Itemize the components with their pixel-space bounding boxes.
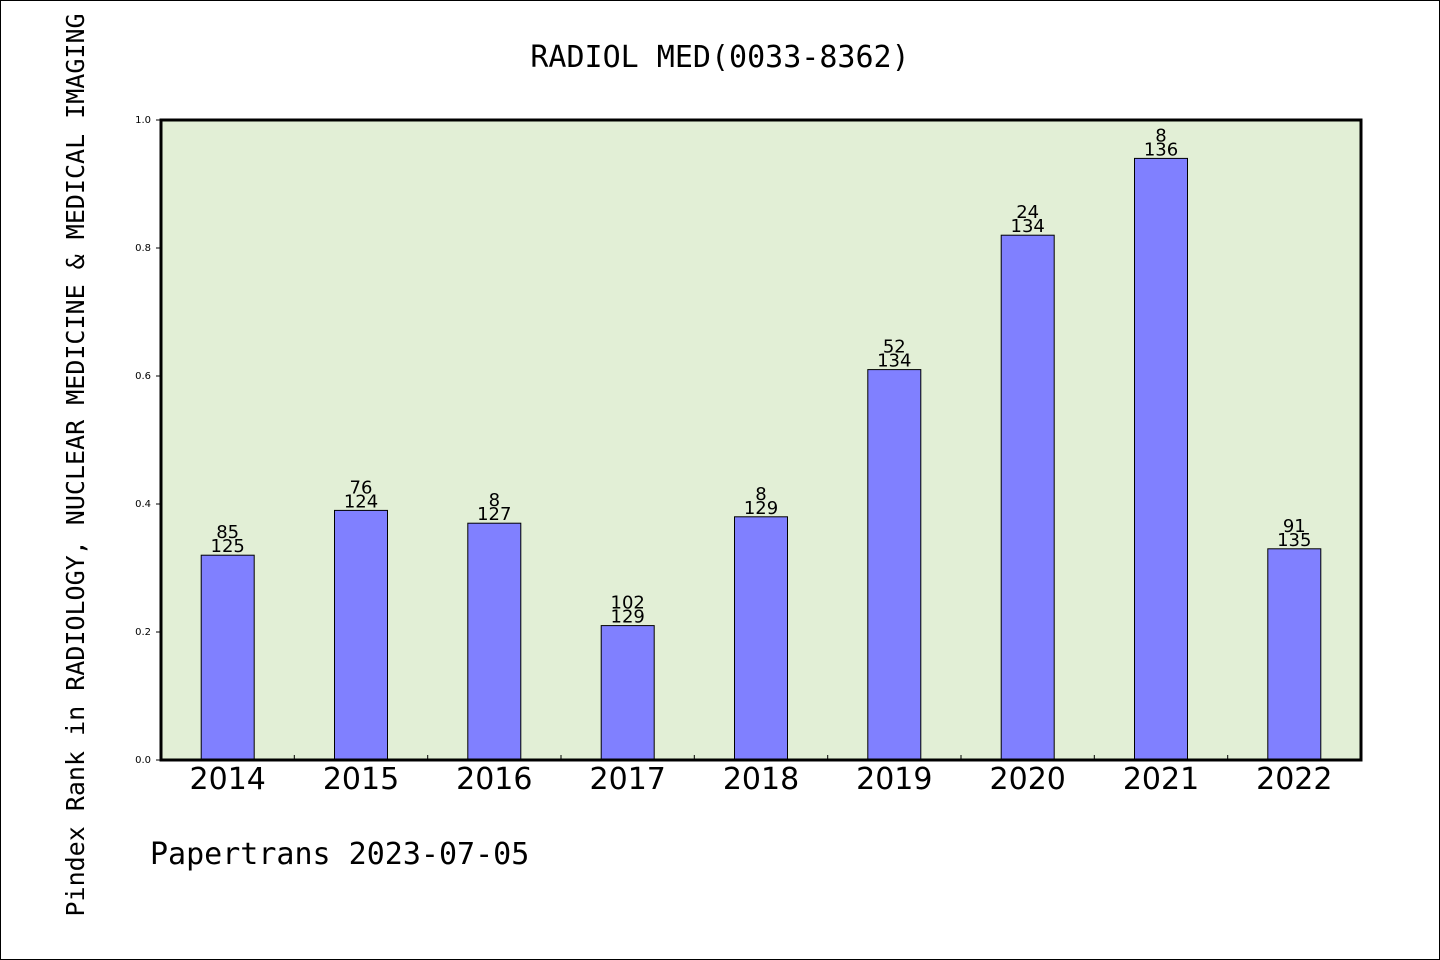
bar-rank-label: 8 [1155, 125, 1166, 146]
bar-2015 [334, 509, 388, 761]
bar-rank-label: 85 [216, 522, 239, 543]
bar-rank-label: 24 [1016, 202, 1039, 223]
y-tick-label: 0.6 [135, 371, 151, 382]
bar-total-label: 136 [1144, 139, 1178, 160]
bar-2020 [1000, 234, 1055, 761]
bar-2019 [867, 369, 922, 761]
bar-total-label: 134 [1011, 216, 1045, 237]
bar-2022 [1267, 548, 1322, 761]
bar-rank-label: 52 [883, 337, 906, 358]
bar-rank-label: 8 [489, 490, 500, 511]
y-axis-label: Pindex Rank in RADIOLOGY, NUCLEAR MEDICI… [61, 13, 90, 916]
bar-rank-label: 102 [611, 593, 645, 614]
x-axis: 2014 2015 2016 2017 2018 2019 2020 2021 2022 [190, 755, 1332, 797]
x-tick-label: 2016 [456, 762, 532, 797]
bar-2014 [200, 554, 255, 761]
x-tick-label: 2021 [1123, 762, 1199, 797]
y-tick-label: 0.8 [135, 243, 151, 254]
x-tick-label: 2019 [856, 762, 932, 797]
y-tick-label: 0.0 [135, 755, 151, 766]
bar-rank-label: 91 [1283, 516, 1306, 537]
bar-2018 [734, 516, 788, 761]
x-tick-label: 2017 [590, 762, 666, 797]
bar-total-label: 135 [1277, 530, 1311, 551]
bar-2017 [600, 625, 655, 761]
bar-total-label: 129 [744, 498, 778, 519]
bars-group [200, 157, 1322, 761]
bar-total-label: 125 [211, 536, 245, 557]
bar-total-label: 124 [344, 491, 378, 512]
x-tick-label: 2018 [723, 762, 799, 797]
bar-total-label: 129 [611, 607, 645, 628]
bar-total-label: 134 [877, 351, 911, 372]
bar-2021 [1134, 157, 1188, 761]
bar-rank-label: 76 [350, 477, 373, 498]
footer-text: Papertrans 2023-07-05 [150, 837, 529, 872]
x-tick-label: 2015 [323, 762, 399, 797]
bar-2016 [467, 522, 522, 761]
y-axis: 0.0 0.2 0.4 0.6 0.8 1.0 [135, 115, 161, 766]
y-tick-label: 1.0 [135, 115, 151, 126]
x-tick-label: 2020 [990, 762, 1066, 797]
bar-total-label: 127 [477, 504, 511, 525]
y-tick-label: 0.2 [135, 627, 151, 638]
plot-border [159, 118, 1363, 762]
bar-rank-label: 8 [755, 484, 766, 505]
y-tick-label: 0.4 [135, 499, 151, 510]
x-tick-label: 2022 [1256, 762, 1332, 797]
chart-title: RADIOL MED(0033-8362) [530, 40, 909, 75]
x-tick-label: 2014 [190, 762, 266, 797]
